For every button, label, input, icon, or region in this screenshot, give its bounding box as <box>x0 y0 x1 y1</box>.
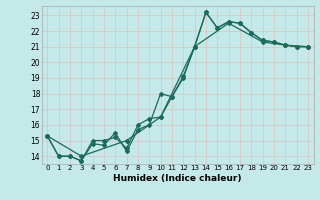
X-axis label: Humidex (Indice chaleur): Humidex (Indice chaleur) <box>113 174 242 183</box>
